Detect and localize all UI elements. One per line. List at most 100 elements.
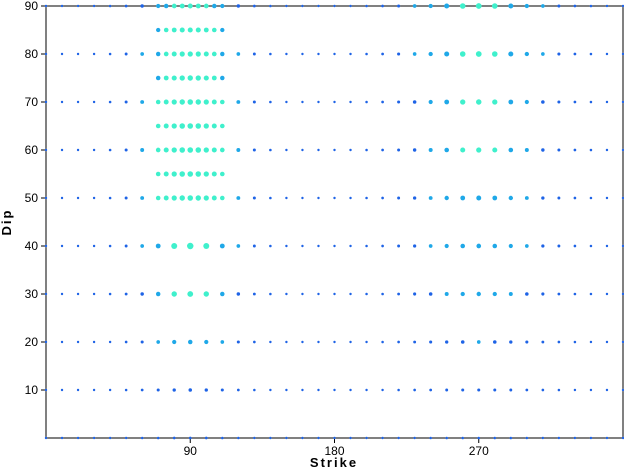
mechanism-point bbox=[179, 171, 185, 177]
mechanism-point bbox=[237, 436, 240, 440]
mechanism-point bbox=[605, 292, 609, 296]
mechanism-point bbox=[397, 100, 401, 104]
mechanism-point bbox=[365, 340, 368, 344]
mechanism-point bbox=[124, 388, 128, 392]
mechanism-point bbox=[333, 100, 336, 104]
mechanism-point bbox=[236, 292, 241, 296]
mechanism-point bbox=[589, 292, 593, 296]
mechanism-point bbox=[589, 196, 593, 200]
mechanism-point bbox=[195, 123, 202, 129]
mechanism-point bbox=[163, 123, 169, 129]
mechanism-point bbox=[349, 292, 352, 296]
mechanism-point bbox=[155, 99, 161, 105]
mechanism-point bbox=[203, 123, 209, 129]
mechanism-point bbox=[589, 148, 593, 152]
mechanism-point bbox=[252, 244, 256, 248]
mechanism-point bbox=[203, 99, 209, 105]
mechanism-point bbox=[285, 388, 288, 392]
mechanism-point bbox=[269, 340, 272, 344]
mechanism-point bbox=[301, 292, 304, 296]
mechanism-point bbox=[492, 195, 498, 201]
mechanism-point bbox=[573, 436, 577, 440]
mechanism-point bbox=[557, 196, 561, 200]
mechanism-point bbox=[108, 100, 112, 104]
mechanism-point bbox=[333, 436, 336, 440]
mechanism-point bbox=[171, 291, 177, 297]
mechanism-point bbox=[171, 51, 177, 57]
mechanism-point bbox=[605, 100, 609, 104]
mechanism-point bbox=[163, 99, 169, 105]
mechanism-point bbox=[508, 99, 514, 105]
mechanism-point bbox=[195, 75, 201, 81]
mechanism-point bbox=[140, 52, 145, 56]
mechanism-point bbox=[541, 4, 545, 8]
mechanism-point bbox=[195, 3, 201, 9]
mechanism-point bbox=[163, 171, 169, 177]
mechanism-point bbox=[211, 171, 217, 177]
mechanism-point bbox=[509, 340, 513, 344]
mechanism-point bbox=[187, 147, 194, 153]
mechanism-point bbox=[573, 100, 577, 104]
mechanism-point bbox=[212, 3, 217, 9]
y-tick-label: 40 bbox=[25, 239, 39, 253]
mechanism-point bbox=[524, 51, 529, 57]
mechanism-point bbox=[171, 195, 177, 201]
mechanism-point bbox=[163, 195, 169, 201]
mechanism-point bbox=[461, 436, 465, 440]
mechanism-point bbox=[44, 52, 48, 56]
x-tick-label: 180 bbox=[324, 444, 344, 458]
mechanism-point bbox=[397, 436, 400, 440]
mechanism-point bbox=[203, 291, 209, 297]
mechanism-point bbox=[269, 52, 272, 56]
mechanism-point bbox=[349, 100, 352, 104]
mechanism-point bbox=[493, 388, 497, 392]
mechanism-point bbox=[172, 436, 176, 440]
mechanism-point bbox=[444, 3, 450, 9]
mechanism-point bbox=[301, 148, 304, 152]
mechanism-point bbox=[60, 148, 64, 152]
mechanism-point bbox=[179, 195, 185, 201]
mechanism-point bbox=[195, 171, 202, 177]
mechanism-point bbox=[365, 52, 368, 56]
mechanism-point bbox=[76, 196, 80, 200]
x-axis-label: Strike bbox=[310, 455, 358, 470]
mechanism-point bbox=[156, 27, 161, 33]
mechanism-point bbox=[108, 292, 112, 296]
mechanism-point bbox=[236, 388, 240, 392]
mechanism-point bbox=[557, 52, 561, 56]
mechanism-point bbox=[317, 148, 320, 152]
mechanism-point bbox=[253, 388, 256, 392]
mechanism-point bbox=[221, 436, 224, 440]
mechanism-point bbox=[621, 436, 624, 440]
mechanism-point bbox=[589, 4, 593, 8]
mechanism-point bbox=[301, 4, 304, 8]
mechanism-point bbox=[195, 51, 201, 57]
mechanism-point bbox=[365, 100, 368, 104]
x-tick-label: 90 bbox=[184, 444, 198, 458]
mechanism-point bbox=[155, 291, 161, 297]
mechanism-point bbox=[605, 388, 609, 392]
mechanism-point bbox=[573, 388, 577, 392]
mechanism-point bbox=[269, 196, 272, 200]
mechanism-point bbox=[44, 148, 48, 152]
mechanism-point bbox=[301, 436, 304, 440]
mechanism-point bbox=[491, 3, 498, 9]
mechanism-point bbox=[269, 436, 272, 440]
mechanism-point bbox=[381, 196, 384, 200]
mechanism-point bbox=[444, 99, 450, 105]
mechanism-point bbox=[211, 27, 217, 33]
mechanism-point bbox=[187, 242, 194, 250]
mechanism-point bbox=[187, 195, 193, 201]
mechanism-point bbox=[76, 4, 80, 8]
mechanism-point bbox=[621, 148, 624, 152]
mechanism-point bbox=[525, 388, 529, 392]
mechanism-point bbox=[301, 196, 304, 200]
mechanism-point bbox=[428, 148, 433, 152]
mechanism-point bbox=[525, 436, 529, 440]
mechanism-point bbox=[477, 388, 481, 392]
y-tick-label: 20 bbox=[25, 335, 39, 349]
mechanism-point bbox=[219, 243, 225, 249]
mechanism-point bbox=[317, 4, 320, 8]
mechanism-point bbox=[44, 100, 48, 104]
mechanism-point bbox=[108, 148, 112, 152]
